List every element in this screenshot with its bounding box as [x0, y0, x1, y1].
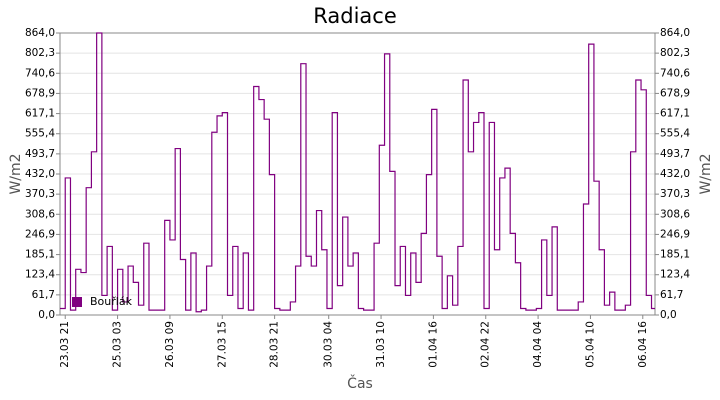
x-tick-label: 02.04 22	[480, 321, 492, 368]
y-tick-label: 864,0	[25, 27, 55, 39]
y-tick-label: 617,1	[25, 108, 55, 120]
x-tick-label: 30.03 04	[323, 321, 335, 368]
y2-tick-label: 61,7	[660, 289, 683, 301]
data-line	[60, 32, 655, 313]
y-tick-label: 123,4	[25, 269, 55, 281]
y-tick-label: 493,7	[25, 148, 55, 160]
x-axis-label: Čas	[347, 374, 373, 392]
chart-title: Radiace	[313, 4, 397, 28]
y-tick-label: 802,3	[25, 47, 55, 59]
y-tick-label: 0,0	[38, 309, 55, 321]
y2-tick-label: 740,6	[660, 67, 690, 79]
legend-label: Bouřlák	[90, 295, 133, 308]
x-tick-label: 23.03 21	[59, 321, 71, 368]
y-tick-label: 740,6	[25, 67, 55, 79]
y-tick-label: 432,0	[25, 168, 55, 180]
y-tick-label: 246,9	[25, 228, 55, 240]
y-tick-label: 185,1	[25, 249, 55, 261]
y-tick-label: 678,9	[25, 87, 55, 99]
x-tick-label: 28.03 21	[269, 321, 281, 368]
x-tick-label: 26.03 09	[164, 321, 176, 368]
y2-tick-label: 0,0	[660, 309, 677, 321]
x-tick-label: 01.04 16	[427, 321, 439, 368]
y2-tick-label: 802,3	[660, 47, 690, 59]
y2-tick-label: 185,1	[660, 249, 690, 261]
y-tick-label: 61,7	[32, 289, 55, 301]
y2-tick-label: 370,3	[660, 188, 690, 200]
y2-tick-label: 246,9	[660, 228, 690, 240]
x-tick-label: 06.04 16	[637, 321, 649, 368]
y2-tick-label: 432,0	[660, 168, 690, 180]
x-tick-label: 31.03 10	[375, 321, 387, 368]
y2-axis-label: W/m2	[698, 153, 714, 194]
y2-tick-label: 864,0	[660, 27, 690, 39]
plot-border	[59, 32, 656, 316]
legend-swatch	[72, 297, 82, 307]
y-tick-label: 555,4	[25, 128, 55, 140]
y2-tick-label: 678,9	[660, 87, 690, 99]
y2-tick-label: 123,4	[660, 269, 690, 281]
x-tick-label: 27.03 15	[216, 321, 228, 368]
y2-tick-label: 493,7	[660, 148, 690, 160]
x-tick-label: 25.03 03	[112, 321, 124, 368]
x-tick-label: 04.04 04	[532, 321, 544, 368]
y-tick-label: 308,6	[25, 208, 55, 220]
y2-tick-label: 555,4	[660, 128, 690, 140]
y-tick-label: 370,3	[25, 188, 55, 200]
x-tick-label: 05.04 10	[584, 321, 596, 368]
y2-tick-label: 617,1	[660, 108, 690, 120]
y2-tick-label: 308,6	[660, 208, 690, 220]
y-axis-label: W/m2	[8, 153, 24, 194]
